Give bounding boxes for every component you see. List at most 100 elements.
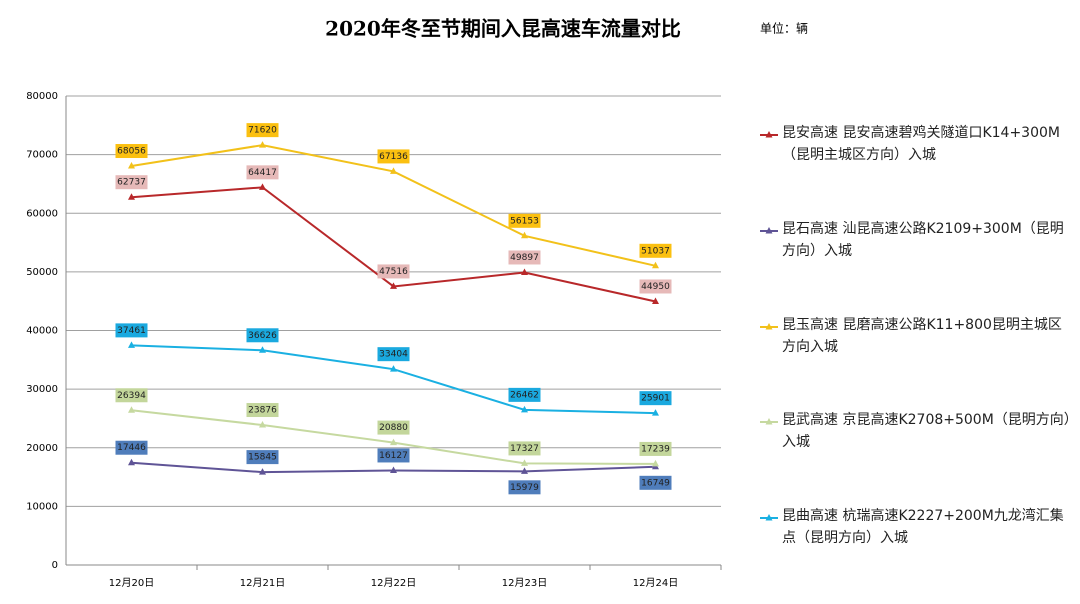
value-label-bg [508,480,541,495]
x-tick-label: 12月23日 [502,577,547,589]
legend-label: 昆武高速 京昆高速K2708+500M（昆明方向）入城 [782,412,1071,450]
value-label-bg [246,450,279,465]
y-tick-label: 0 [52,560,58,571]
marker [521,268,528,275]
x-tick-label: 12月20日 [109,577,154,589]
value-label-bg [377,347,410,362]
marker [390,282,397,289]
value-label: 51037 [641,246,670,256]
value-label-bg [508,387,541,402]
value-label: 62737 [117,178,146,188]
legend-marker [765,323,773,330]
value-label-bg [639,391,672,406]
value-label: 71620 [248,126,277,136]
marker [652,261,659,269]
value-label-bg [115,144,148,159]
value-label: 26462 [510,390,539,400]
marker [259,183,266,190]
value-label: 67136 [379,152,408,162]
value-label: 44950 [641,282,670,292]
y-tick-label: 50000 [26,267,58,278]
legend-marker [765,514,773,521]
value-label: 47516 [379,267,408,277]
value-label-bg [115,323,148,338]
value-label-bg [508,441,541,456]
y-tick-label: 80000 [26,91,58,102]
value-label-bg [639,243,672,258]
y-tick-label: 30000 [26,384,58,395]
value-label-bg [246,403,279,418]
x-tick-label: 12月24日 [633,577,678,589]
value-label-bg [639,441,672,456]
y-tick-label: 10000 [26,501,58,512]
value-label: 26394 [117,391,146,401]
value-label: 16127 [379,451,408,461]
legend-marker [765,418,773,425]
marker [521,459,528,466]
value-label: 37461 [117,326,146,336]
y-tick-label: 20000 [26,443,58,454]
marker [521,467,528,474]
legend-label: 昆玉高速 昆磨高速公路K11+800昆明主城区方向入城 [782,317,1062,355]
value-label: 68056 [117,147,146,157]
value-label: 17327 [510,444,539,454]
marker [259,141,266,148]
marker [259,468,266,475]
value-label: 25901 [641,394,670,404]
value-label-bg [246,165,279,180]
legend-marker [765,131,773,138]
marker [259,346,266,353]
x-tick-label: 12月22日 [371,577,416,589]
y-tick-label: 70000 [26,150,58,161]
value-label-bg [246,328,279,343]
marker [390,167,397,174]
marker [652,297,659,304]
marker [259,421,266,428]
legend-marker [765,227,773,234]
value-label: 17239 [641,444,670,454]
legend-label: 昆石高速 汕昆高速公路K2109+300M（昆明方向）入城 [782,221,1064,259]
value-label: 20880 [379,423,408,433]
marker [128,458,135,466]
value-label: 23876 [248,406,277,416]
y-tick-label: 40000 [26,326,58,337]
value-label: 64417 [248,168,277,178]
value-label-bg [377,420,410,435]
value-label: 15845 [248,453,277,463]
value-label-bg [639,279,672,294]
marker [652,409,659,416]
value-label-bg [377,149,410,164]
x-tick-label: 12月21日 [240,577,285,589]
value-label: 36626 [248,331,277,341]
legend-label: 昆曲高速 杭瑞高速K2227+200M九龙湾汇集点（昆明方向）入城 [782,508,1064,546]
value-label: 49897 [510,253,539,263]
value-label: 16749 [641,478,670,488]
marker [521,231,528,239]
value-label-bg [639,475,672,490]
y-tick-label: 60000 [26,208,58,219]
value-label: 56153 [510,216,539,226]
legend-label: 昆安高速 昆安高速碧鸡关隧道口K14+300M（昆明主城区方向）入城 [782,125,1060,163]
value-label-bg [508,213,541,228]
marker [521,405,528,413]
marker [390,466,397,473]
value-label-bg [377,264,410,279]
marker [128,193,135,200]
value-label-bg [377,448,410,463]
marker [128,162,135,169]
value-label-bg [508,250,541,265]
marker [390,438,397,446]
value-label-bg [115,388,148,403]
marker [652,459,659,467]
value-label-bg [246,123,279,138]
value-label: 17446 [117,443,146,453]
unit-note: 单位：辆 [760,21,808,36]
marker [128,341,135,348]
value-label: 15979 [510,483,539,493]
value-label-bg [115,440,148,455]
chart-title: 2020年冬至节期间入昆高速车流量对比 [325,17,681,41]
value-label: 33404 [379,350,408,360]
value-label-bg [115,175,148,190]
